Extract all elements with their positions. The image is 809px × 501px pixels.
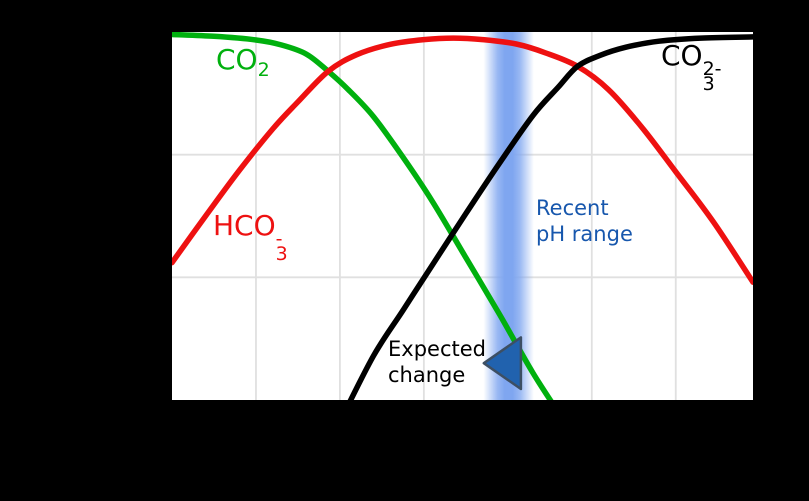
recent-line2: pH range xyxy=(536,222,633,246)
curve-co3-2 xyxy=(347,34,753,400)
hco3-label-main: HCO xyxy=(213,209,276,242)
recent-line1: Recent xyxy=(536,196,609,220)
expected-line1: Expected xyxy=(388,337,486,361)
hco3-label-charge-stack: -3 xyxy=(275,228,288,265)
curve-hco3 xyxy=(172,35,753,285)
co3-label-main: CO xyxy=(661,39,703,72)
expected-change-arrow-icon xyxy=(482,336,523,391)
hco3-label-sup: - xyxy=(275,228,283,250)
hco3-label-sub: 3 xyxy=(275,243,288,265)
co2-curve-label: CO2 xyxy=(216,43,270,80)
curve-co2 xyxy=(172,32,554,400)
species-curves xyxy=(172,32,753,400)
co3-curve-label: CO 2- 3 xyxy=(661,39,722,95)
recent-ph-range-band xyxy=(483,32,534,400)
co3-label-charge-stack: 2- 3 xyxy=(702,58,722,95)
co2-label-sub: 2 xyxy=(257,59,270,81)
expected-line2: change xyxy=(388,363,466,387)
hco3-curve-label: HCO -3 xyxy=(213,209,288,265)
co3-label-sup: 2- xyxy=(702,58,722,80)
co2-label-main: CO xyxy=(216,43,258,76)
expected-change-annotation: Expected change xyxy=(388,336,486,388)
co3-label-sub: 3 xyxy=(702,73,715,95)
recent-ph-range-annotation: Recent pH range xyxy=(536,195,633,247)
